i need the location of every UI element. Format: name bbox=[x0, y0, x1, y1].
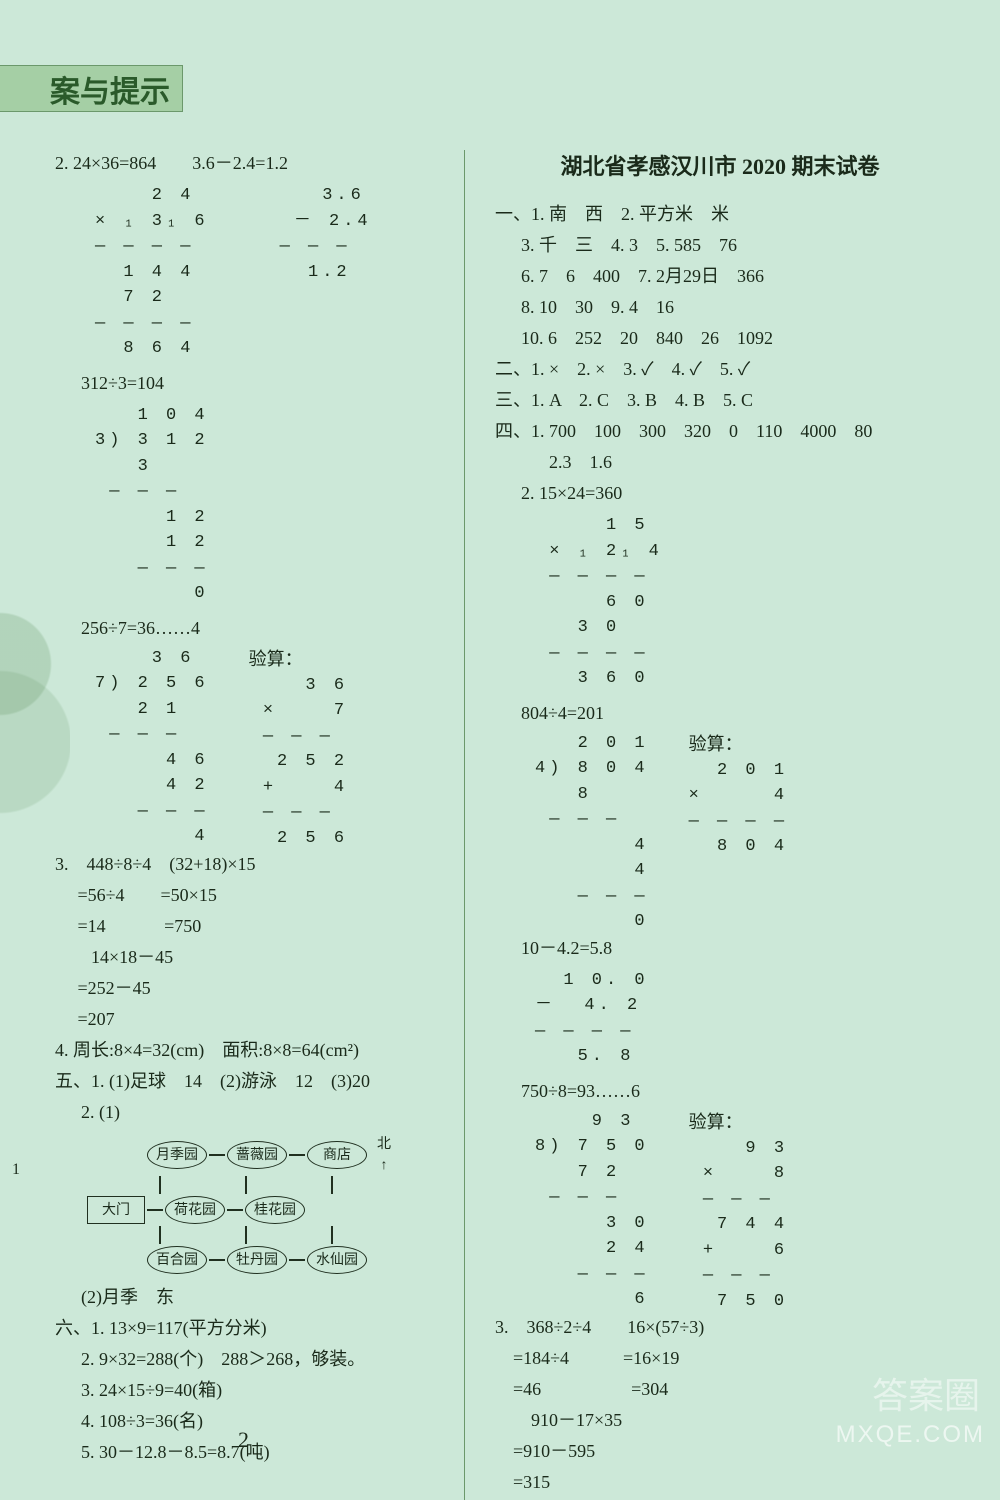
eq-804: 804÷4=201 bbox=[495, 700, 945, 727]
r-q3-l6: =315 bbox=[495, 1469, 945, 1496]
y1: 一、1. 南 西 2. 平方米 米 bbox=[495, 201, 945, 228]
q3-l3: =14 =750 bbox=[55, 913, 454, 940]
y1-6: 6. 7 6 400 7. 2月29日 366 bbox=[495, 263, 945, 290]
sec6-3: 3. 24×15÷9=40(箱) bbox=[55, 1377, 454, 1404]
y4-2: 2. 15×24=360 bbox=[495, 480, 945, 507]
calc-804a: 2 0 1 4) 8 0 4 8 — — — 4 4 — — — 0 bbox=[535, 731, 649, 935]
sec6-2: 2. 9×32=288(个) 288＞268，够装。 bbox=[55, 1346, 454, 1373]
verify-label-804: 验算： bbox=[689, 734, 743, 754]
garden-diagram: 月季园 蔷薇园 商店 北↑ 大门 荷花园 桂花园 bbox=[85, 1134, 454, 1276]
left-column: 2. 24×36=864 3.6－2.4=1.2 2 4 3.6 × ₁ 3₁ … bbox=[55, 150, 465, 1500]
q3-l4: 14×18－45 bbox=[55, 944, 454, 971]
node-guihua: 桂花园 bbox=[245, 1196, 305, 1224]
calc-24x36: 2 4 3.6 × ₁ 3₁ 6 － 2.4 — — — — — — — 1 4… bbox=[95, 183, 454, 362]
sec6-5: 5. 30－12.8－8.5=8.7(吨) bbox=[55, 1439, 454, 1466]
north-indicator: 北↑ bbox=[377, 1134, 391, 1176]
node-qiangwei: 蔷薇园 bbox=[227, 1141, 287, 1169]
q2-line: 2. 24×36=864 3.6－2.4=1.2 bbox=[55, 150, 454, 177]
calc-804b: 2 0 1 × 4 — — — — 8 0 4 bbox=[689, 758, 788, 860]
node-damen: 大门 bbox=[87, 1196, 145, 1224]
y4-1b: 2.3 1.6 bbox=[495, 449, 945, 476]
y1-10: 10. 6 252 20 840 26 1092 bbox=[495, 325, 945, 352]
watermark-large: 答案圈 bbox=[872, 1367, 980, 1419]
right-column: 湖北省孝感汉川市 2020 期末试卷 一、1. 南 西 2. 平方米 米 3. … bbox=[465, 150, 945, 1500]
calc-750b: 9 3 × 8 — — — 7 4 4 + 6 — — — 7 5 0 bbox=[689, 1136, 788, 1315]
eq-256: 256÷7=36……4 bbox=[55, 615, 454, 642]
q3-l1: 3. 448÷8÷4 (32+18)×15 bbox=[55, 851, 454, 878]
calc-750a: 9 3 8) 7 5 0 7 2 — — — 3 0 2 4 — — — 6 bbox=[535, 1109, 649, 1315]
verify-label-750: 验算： bbox=[689, 1112, 743, 1132]
y4-1: 四、1. 700 100 300 320 0 110 4000 80 bbox=[495, 418, 945, 445]
y2: 二、1. × 2. × 3. ✓ 4. ✓ 5. ✓ bbox=[495, 356, 945, 383]
eq-312: 312÷3=104 bbox=[55, 370, 454, 397]
eq-10m42: 10－4.2=5.8 bbox=[495, 935, 945, 962]
right-title: 湖北省孝感汉川市 2020 期末试卷 bbox=[495, 150, 945, 183]
y3: 三、1. A 2. C 3. B 4. B 5. C bbox=[495, 387, 945, 414]
q5-2b: (2)月季 东 bbox=[55, 1284, 454, 1311]
calc-10m42: 1 0. 0 － 4. 2 — — — — 5. 8 bbox=[535, 968, 945, 1070]
sec6-4: 4. 108÷3=36(名) bbox=[55, 1408, 454, 1435]
q5-2: 2. (1) bbox=[55, 1099, 454, 1126]
node-yueji: 月季园 bbox=[147, 1141, 207, 1169]
node-mudan: 牡丹园 bbox=[227, 1246, 287, 1274]
eq-750: 750÷8=93……6 bbox=[495, 1078, 945, 1105]
header-tab: 案与提示 bbox=[0, 65, 183, 112]
calc-312: 1 0 4 3) 3 1 2 3 — — — 1 2 1 2 — — — 0 bbox=[95, 403, 454, 607]
q3-l2: =56÷4 =50×15 bbox=[55, 882, 454, 909]
sec6-1: 六、1. 13×9=117(平方分米) bbox=[55, 1315, 454, 1342]
calc-256a: 3 6 7) 2 5 6 2 1 — — — 4 6 4 2 — — — 4 bbox=[95, 646, 209, 852]
node-shangdian: 商店 bbox=[307, 1141, 367, 1169]
q3-l5: =252－45 bbox=[55, 975, 454, 1002]
q4: 4. 周长:8×4=32(cm) 面积:8×8=64(cm²) bbox=[55, 1037, 454, 1064]
y1-8: 8. 10 30 9. 4 16 bbox=[495, 294, 945, 321]
bottom-page-number: 2 bbox=[238, 1427, 249, 1453]
node-shuixian: 水仙园 bbox=[307, 1246, 367, 1274]
q3-l6: =207 bbox=[55, 1006, 454, 1033]
r-q3-l1: 3. 368÷2÷4 16×(57÷3) bbox=[495, 1314, 945, 1341]
calc-15x24: 1 5 × ₁ 2₁ 4 — — — — 6 0 3 0 — — — — 3 6… bbox=[535, 513, 945, 692]
sec5: 五、1. (1)足球 14 (2)游泳 12 (3)20 bbox=[55, 1068, 454, 1095]
y1-3: 3. 千 三 4. 3 5. 585 76 bbox=[495, 232, 945, 259]
node-hehua: 荷花园 bbox=[165, 1196, 225, 1224]
calc-256b: 3 6 × 7 — — — 2 5 2 + 4 — — — 2 5 6 bbox=[249, 673, 348, 852]
node-baihe: 百合园 bbox=[147, 1246, 207, 1274]
side-page-number: 1 bbox=[12, 1161, 20, 1179]
verify-label: 验算： bbox=[249, 649, 303, 669]
watermark-small: MXQE.COM bbox=[836, 1421, 985, 1449]
